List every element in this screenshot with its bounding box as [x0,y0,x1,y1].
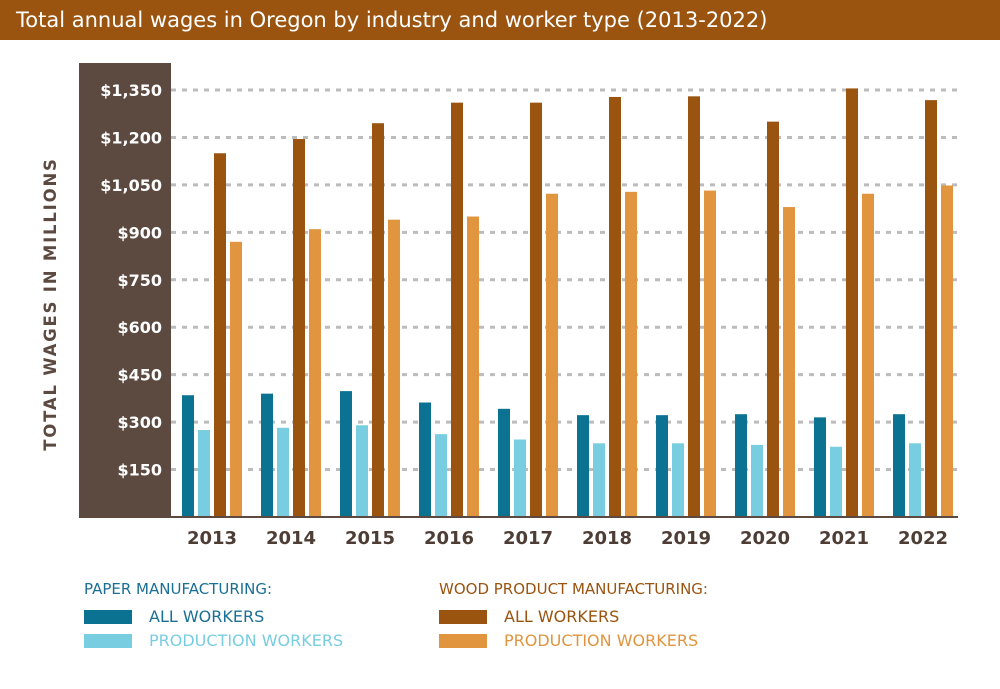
bar-paper-production-2019 [672,443,684,517]
bar-paper-production-2017 [514,439,526,517]
bar-wood-all-2013 [214,153,226,517]
bar-paper-all-2014 [261,393,273,517]
y-tick-label: $450 [117,366,162,385]
bar-paper-all-2021 [814,417,826,517]
bar-wood-all-2017 [530,102,542,517]
y-tick-label: $750 [117,271,162,290]
bar-wood-production-2020 [783,207,795,517]
bar-wood-all-2022 [925,100,937,517]
legend-label-paper-production: PRODUCTION WORKERS [149,631,344,650]
x-tick-label: 2016 [424,528,474,549]
x-tick-label: 2014 [266,528,316,549]
y-tick-labels: $150 $300 $450 $600 $750 $900 $1,050 $1,200 $1,3… [100,81,162,480]
x-tick-label: 2022 [898,528,948,549]
y-tick-label: $600 [117,318,162,337]
bar-wood-production-2014 [309,229,321,518]
y-tick-label: $1,350 [100,81,162,100]
bar-paper-production-2015 [356,425,368,517]
y-axis-panel [79,63,171,517]
bar-paper-all-2022 [893,414,905,517]
bar-paper-production-2016 [435,434,447,517]
bar-wood-all-2021 [846,88,858,517]
bar-wood-production-2015 [388,219,400,517]
gridlines [171,88,958,472]
x-tick-labels: 2013 2014 2015 2016 2017 2018 2019 2020 2021 2022 [187,528,948,549]
bar-paper-production-2021 [830,446,842,517]
legend-label-wood-all: ALL WORKERS [504,607,620,626]
bar-paper-production-2018 [593,443,605,517]
bar-paper-all-2016 [419,402,431,517]
bar-paper-all-2017 [498,408,510,517]
bar-wood-all-2019 [688,96,700,517]
legend-swatch-wood-production [439,634,487,648]
y-tick-label: $900 [117,223,162,242]
legend-swatch-paper-production [84,634,132,648]
bar-chart: $150 $300 $450 $600 $750 $900 $1,050 $1,200 $1,3… [41,63,958,549]
bar-wood-production-2016 [467,216,479,517]
legend-heading-wood: WOOD PRODUCT MANUFACTURING: [439,580,708,598]
legend-swatch-wood-all [439,610,487,624]
bar-wood-all-2018 [609,96,621,517]
bar-paper-production-2020 [751,444,763,517]
bar-wood-all-2016 [451,102,463,517]
bar-wood-production-2019 [704,190,716,518]
y-tick-label: $1,200 [100,128,162,147]
bar-paper-production-2014 [277,427,289,517]
bar-wood-production-2018 [625,191,637,517]
x-tick-label: 2018 [582,528,632,549]
y-tick-label: $1,050 [100,176,162,195]
bar-paper-all-2013 [182,395,194,517]
x-tick-label: 2013 [187,528,237,549]
bar-wood-all-2020 [767,121,779,517]
y-tick-label: $300 [117,413,162,432]
x-tick-label: 2020 [740,528,790,549]
legend-heading-paper: PAPER MANUFACTURING: [84,580,273,598]
x-tick-label: 2015 [345,528,395,549]
chart-title: Total annual wages in Oregon by industry… [0,0,1000,40]
bar-wood-all-2014 [293,139,305,517]
bar-paper-production-2013 [198,430,210,517]
bars [182,88,953,518]
legend-swatch-paper-all [84,610,132,624]
bar-wood-production-2021 [862,193,874,517]
y-tick-label: $150 [117,461,162,480]
x-tick-label: 2021 [819,528,869,549]
bar-paper-all-2015 [340,391,352,517]
x-tick-label: 2017 [503,528,553,549]
bar-wood-production-2022 [941,185,953,517]
legend-label-wood-production: PRODUCTION WORKERS [504,631,699,650]
bar-paper-all-2020 [735,414,747,517]
x-tick-label: 2019 [661,528,711,549]
bar-paper-all-2019 [656,415,668,517]
bar-paper-all-2018 [577,415,589,517]
bar-wood-all-2015 [372,123,384,517]
bar-wood-production-2017 [546,193,558,517]
bar-paper-production-2022 [909,443,921,517]
y-axis-label: TOTAL WAGES IN MILLIONS [41,157,60,451]
legend-label-paper-all: ALL WORKERS [149,607,265,626]
bar-wood-production-2013 [230,241,242,518]
